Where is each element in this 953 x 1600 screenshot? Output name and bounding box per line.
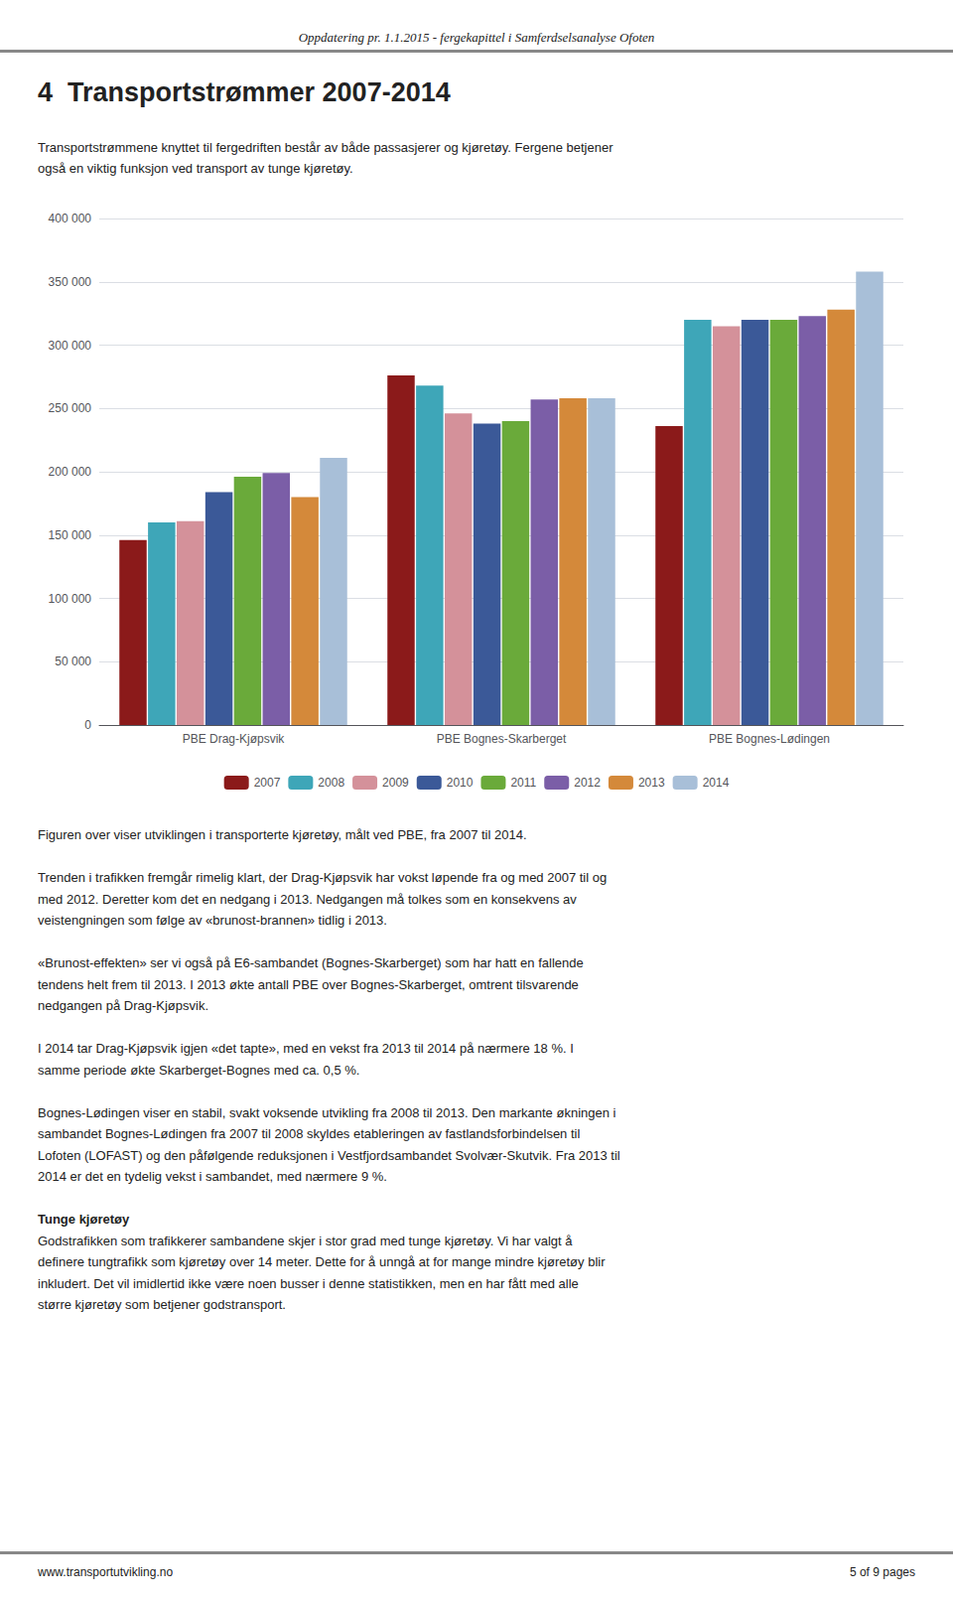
svg-text:2010: 2010 [446,775,474,790]
svg-text:2012: 2012 [573,775,601,790]
html-text:Transportstrømmene knyttet til: Transportstrømmene knyttet til fergedrif… [37,139,613,155]
html-text:Lofoten (LOFAST) og den påfølg: Lofoten (LOFAST) og den påfølgende reduk… [37,1147,621,1162]
svg-text:PBE Drag-Kjøpsvik: PBE Drag-Kjøpsvik [182,731,286,746]
html-text:4 Transportstrømmer 2007-2014: 4 Transportstrømmer 2007-2014 [37,77,451,108]
html-text:større kjøretøy som betjener g: større kjøretøy som betjener godstranspo… [37,1296,286,1312]
html-text:Oppdatering pr. 1.1.2015 - fer: Oppdatering pr. 1.1.2015 - fergekapittel… [298,29,655,45]
svg-text:2011: 2011 [510,775,537,790]
svg-text:50 000: 50 000 [54,654,92,669]
html-text:også en viktig funksjon ved tr: også en viktig funksjon ved transport av… [37,160,354,176]
html-text:tendens helt frem til 2013. I: tendens helt frem til 2013. I 2013 økte … [37,976,579,992]
svg-text:2013: 2013 [638,775,666,790]
html-text:Godstrafikken som trafikkerer: Godstrafikken som trafikkerer sambandene… [37,1232,573,1248]
svg-text:PBE Bognes-Lødingen: PBE Bognes-Lødingen [708,731,830,746]
html-text:inkludert. Det vil imidlertid: inkludert. Det vil imidlertid ikke være … [37,1275,579,1291]
html-text:«Brunost-effekten» ser vi også: «Brunost-effekten» ser vi også på E6-sam… [37,954,584,970]
html-text:Tunge kjøretøy: Tunge kjøretøy [37,1211,130,1226]
svg-text:150 000: 150 000 [48,528,93,543]
html-text:Bognes-Lødingen viser en stabi: Bognes-Lødingen viser en stabil, svakt v… [37,1104,616,1120]
html-text:www.transportutvikling.no: www.transportutvikling.no [37,1564,173,1579]
html-text:veistengningen som følge av «b: veistengningen som følge av «brunost-bra… [37,912,388,928]
svg-text:PBE Bognes-Skarberget: PBE Bognes-Skarberget [436,731,567,746]
html-text:samme periode økte Skarberget-: samme periode økte Skarberget-Bognes med… [37,1061,360,1077]
svg-text:2007: 2007 [254,775,281,790]
html-text:nedgangen på Drag-Kjøpsvik.: nedgangen på Drag-Kjøpsvik. [37,997,209,1013]
svg-text:400 000: 400 000 [48,211,93,226]
html-text:sambandet Bognes-Lødingen fra: sambandet Bognes-Lødingen fra 2007 til 2… [37,1125,581,1141]
svg-text:350 000: 350 000 [48,274,93,289]
html-text:I 2014 tar Drag-Kjøpsvik igjen: I 2014 tar Drag-Kjøpsvik igjen «det tapt… [37,1040,574,1056]
html-text:2014 er det en tydelig vekst i: 2014 er det en tydelig vekst i sambandet… [37,1168,388,1184]
html-text:med 2012. Deretter kom det en: med 2012. Deretter kom det en nedgang i … [37,890,577,906]
svg-text:200 000: 200 000 [48,464,93,479]
svg-text:300 000: 300 000 [48,338,93,353]
html-text:definere tungtrafikk som kjøre: definere tungtrafikk som kjøretøy over 1… [37,1253,606,1269]
html-text:Trenden i trafikken fremgår ri: Trenden i trafikken fremgår rimelig klar… [37,869,607,885]
svg-text:250 000: 250 000 [48,401,93,415]
svg-text:100 000: 100 000 [48,591,93,606]
html-text:5 of 9 pages: 5 of 9 pages [849,1564,916,1579]
svg-text:2008: 2008 [317,775,345,790]
html-text:Figuren over viser utviklingen: Figuren over viser utviklingen i transpo… [37,826,527,842]
svg-text:2009: 2009 [382,775,409,790]
svg-text:2014: 2014 [702,775,730,790]
svg-text:0: 0 [84,717,92,732]
